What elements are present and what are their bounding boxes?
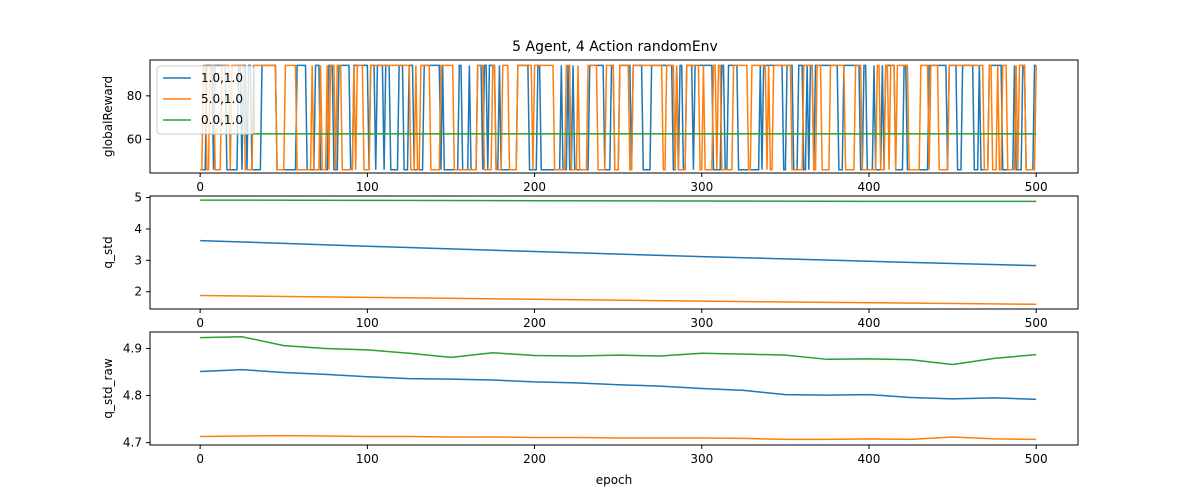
x-tick-label: 400 (858, 452, 881, 466)
series-group (200, 199, 1037, 306)
axes-frame (149, 195, 1079, 310)
y-tick-label: 2 (134, 285, 142, 299)
subplot-2: 0 100 200 300 400 500 2 3 4 5 q_std (101, 191, 1079, 330)
x-tick-label: 400 (858, 316, 881, 330)
chart-title: 5 Agent, 4 Action randomEnv (512, 39, 718, 55)
series-line-5-0-1-0 (200, 294, 1037, 306)
y-tick-label: 60 (127, 132, 142, 146)
axes-frame (149, 59, 1079, 174)
y-tick-label: 4.8 (123, 389, 142, 403)
y-tick-label: 3 (134, 253, 142, 267)
y-axis-label: q_std (101, 236, 115, 268)
series-group (200, 64, 1037, 171)
y-tick-label: 5 (134, 191, 142, 205)
y-axis-label: globalReward (101, 76, 115, 157)
legend-box (156, 65, 255, 135)
axes-frame (149, 331, 1079, 446)
series-line-1-0-1-0 (200, 368, 1037, 401)
y-tick-label: 80 (127, 89, 142, 103)
x-tick-label: 200 (523, 452, 546, 466)
x-tick-label: 400 (858, 180, 881, 194)
x-tick-label: 100 (356, 452, 379, 466)
x-tick-label: 0 (196, 316, 204, 330)
x-tick-label: 200 (523, 180, 546, 194)
x-tick-label: 300 (690, 316, 713, 330)
series-line-1-0-1-0 (200, 239, 1037, 267)
series-line-0-0-1-0 (200, 199, 1037, 203)
x-tick-label: 100 (356, 180, 379, 194)
subplot-1: 0 100 200 300 400 500 60 80 globalReward (101, 59, 1079, 194)
x-tick-label: 200 (523, 316, 546, 330)
legend-label: 0.0,1.0 (201, 113, 243, 127)
y-tick-label: 4 (134, 222, 142, 236)
legend-label: 5.0,1.0 (201, 92, 243, 106)
legend-label: 1.0,1.0 (201, 71, 243, 85)
series-line-0-0-1-0 (200, 335, 1037, 366)
x-axis-label: epoch (596, 473, 633, 487)
x-tick-label: 300 (690, 180, 713, 194)
y-tick-label: 4.7 (123, 436, 142, 450)
x-tick-label: 0 (196, 452, 204, 466)
series-line-5-0-1-0 (200, 434, 1037, 441)
legend: 1.0,1.0 5.0,1.0 0.0,1.0 (156, 65, 255, 135)
x-tick-label: 500 (1025, 180, 1048, 194)
y-axis-label: q_std_raw (101, 358, 115, 418)
subplots: 0 100 200 300 400 500 60 80 globalReward 0 100 200 3… (101, 59, 1079, 487)
series-line-5-0-1-0 (200, 64, 1037, 171)
y-tick-label: 4.9 (123, 341, 142, 355)
x-tick-label: 300 (690, 452, 713, 466)
x-tick-label: 0 (196, 180, 204, 194)
x-tick-label: 500 (1025, 452, 1048, 466)
x-tick-label: 500 (1025, 316, 1048, 330)
series-group (200, 335, 1037, 441)
x-tick-label: 100 (356, 316, 379, 330)
